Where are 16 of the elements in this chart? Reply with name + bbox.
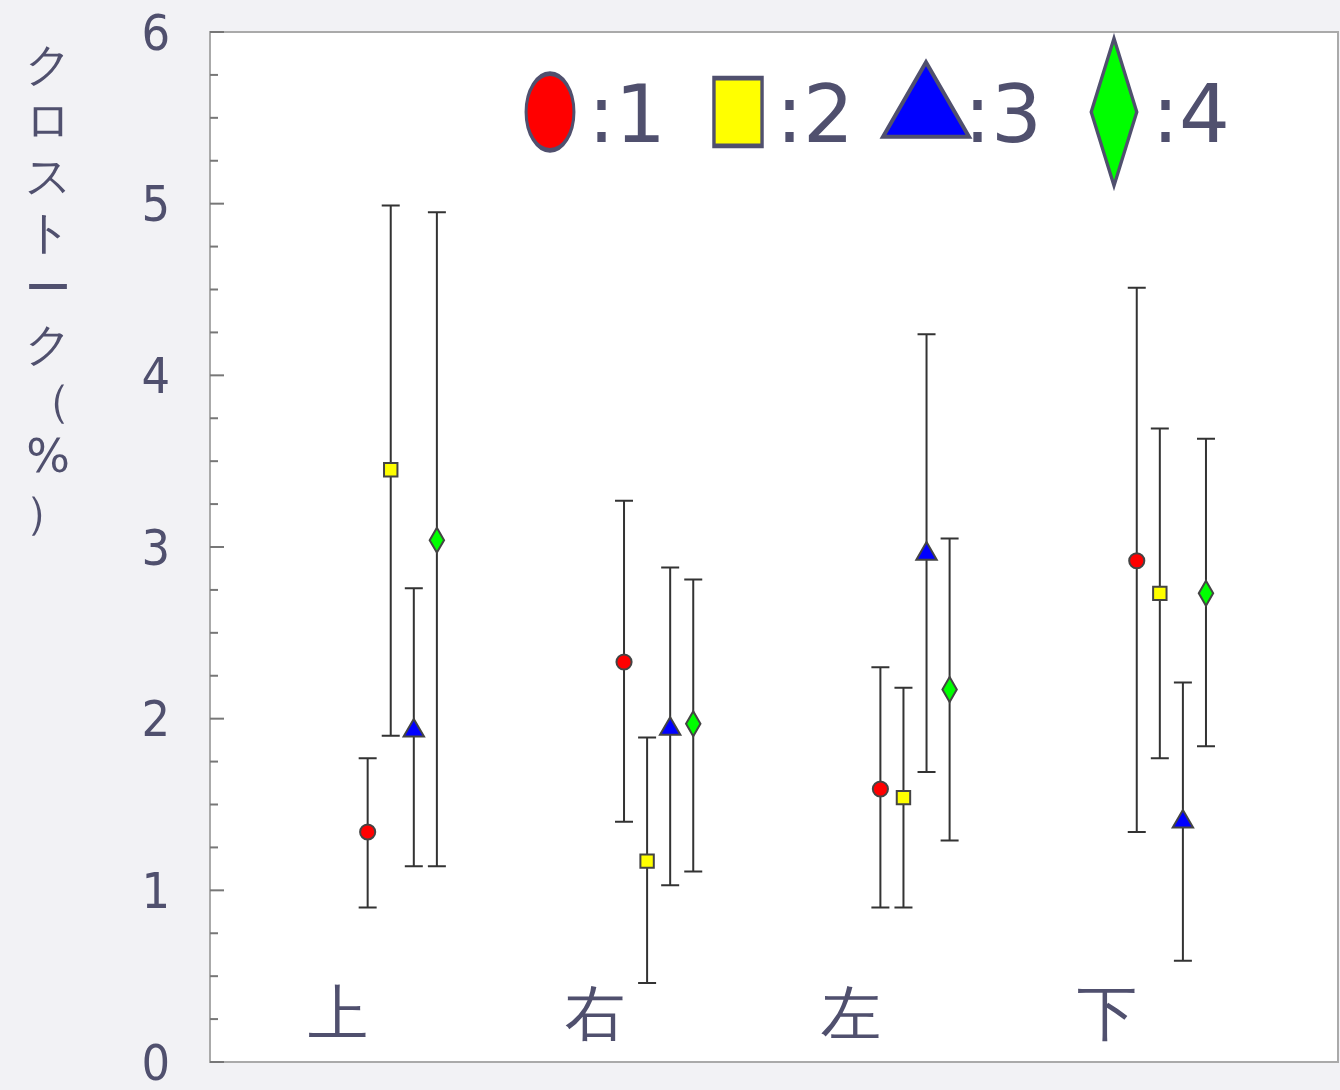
legend-label: :4 xyxy=(1152,68,1230,161)
x-tick-label: 左 xyxy=(820,978,881,1048)
x-tick-label: 右 xyxy=(564,978,625,1048)
y-tick-label: 3 xyxy=(141,518,170,577)
y-tick-label: 5 xyxy=(141,175,170,234)
legend-label: :1 xyxy=(588,68,666,161)
y-tick-label: 2 xyxy=(141,690,170,749)
text: クロストーク（%） xyxy=(24,37,72,539)
legend-label: :2 xyxy=(776,68,854,161)
legend-label: :3 xyxy=(964,68,1042,161)
y-tick-label: 1 xyxy=(141,861,170,920)
y-tick-label: 6 xyxy=(141,3,170,62)
y-tick-label: 0 xyxy=(141,1033,170,1090)
x-tick-label: 下 xyxy=(1077,978,1138,1048)
x-tick-label: 上 xyxy=(308,978,369,1048)
y-tick-label: 4 xyxy=(141,346,170,405)
